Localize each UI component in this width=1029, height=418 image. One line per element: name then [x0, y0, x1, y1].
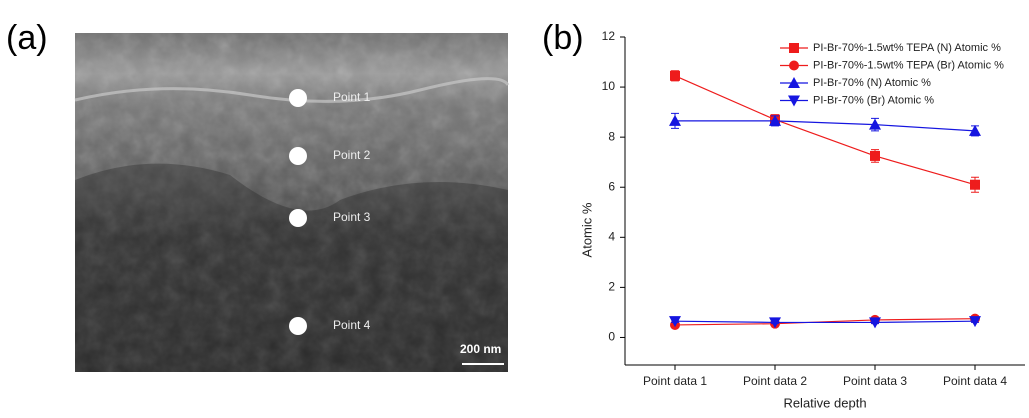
marker: [869, 317, 881, 329]
point-marker: [289, 317, 307, 335]
legend-marker: [789, 60, 799, 71]
marker: [670, 70, 680, 81]
marker: [669, 114, 681, 126]
point-marker: [289, 147, 307, 165]
marker: [669, 316, 681, 328]
series-line: [674, 75, 976, 186]
x-tick-label: Point data 4: [943, 374, 1007, 388]
y-axis-label: Atomic %: [579, 202, 594, 257]
x-tick-label: Point data 3: [843, 374, 907, 388]
y-tick-label: 6: [608, 179, 615, 193]
point-label: Point 1: [333, 90, 371, 104]
legend-label: PI-Br-70% (Br) Atomic %: [813, 94, 934, 106]
marker: [870, 150, 880, 161]
y-tick-label: 2: [608, 280, 615, 294]
y-tick-label: 0: [608, 330, 615, 344]
y-tick-label: 4: [608, 229, 615, 243]
marker: [969, 316, 981, 328]
y-tick-label: 12: [602, 29, 616, 43]
series-line: [674, 318, 976, 326]
sem-image: [74, 33, 510, 372]
marker: [769, 114, 781, 126]
point-label: Point 3: [333, 210, 371, 224]
legend-marker: [788, 95, 800, 107]
series-line: [675, 120, 976, 132]
marker: [969, 124, 981, 136]
x-tick-label: Point data 2: [743, 374, 807, 388]
legend-label: PI-Br-70% (N) Atomic %: [813, 77, 931, 89]
panel-label: (b): [542, 19, 584, 57]
series-line: [674, 320, 976, 324]
marker: [769, 317, 781, 329]
marker: [869, 118, 881, 130]
legend-marker: [788, 77, 800, 88]
point-label: Point 4: [333, 318, 371, 332]
x-axis-label: Relative depth: [783, 395, 866, 410]
scale-bar-label: 200 nm: [460, 342, 501, 356]
panel-label: (a): [6, 19, 48, 57]
legend-marker: [789, 43, 799, 53]
x-tick-label: Point data 1: [643, 374, 707, 388]
y-tick-label: 8: [608, 129, 615, 143]
point-label: Point 2: [333, 148, 371, 162]
legend-label: PI-Br-70%-1.5wt% TEPA (Br) Atomic %: [813, 59, 1004, 71]
y-tick-label: 10: [602, 79, 616, 93]
legend-label: PI-Br-70%-1.5wt% TEPA (N) Atomic %: [813, 42, 1001, 54]
point-marker: [289, 89, 307, 107]
point-marker: [289, 209, 307, 227]
marker: [970, 179, 980, 190]
